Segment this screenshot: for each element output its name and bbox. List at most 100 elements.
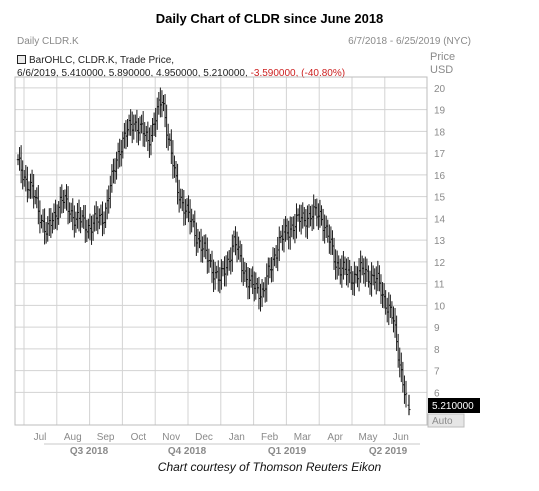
ohlc-bar xyxy=(387,292,390,326)
ohlc-bar xyxy=(156,97,159,130)
ohlc-bar xyxy=(126,118,129,147)
ohlc-bar xyxy=(262,282,265,298)
auto-button[interactable]: Auto xyxy=(427,413,465,428)
ohlc-bar xyxy=(312,194,315,230)
y-tick-label: 17 xyxy=(434,149,446,160)
ohlc-bar xyxy=(229,247,232,275)
y-tick-label: 18 xyxy=(434,127,446,138)
ohlc-bar xyxy=(334,249,337,280)
ohlc-bar xyxy=(105,189,109,220)
auto-button-bg[interactable] xyxy=(427,413,465,428)
ohlc-bar xyxy=(65,184,68,211)
legend-change: -3.590000, (-40.80%) xyxy=(250,68,346,79)
ohlc-bar xyxy=(364,256,367,287)
ohlc-bar xyxy=(368,270,372,295)
price-axis-unit: USD xyxy=(430,64,454,76)
ohlc-bar xyxy=(292,216,295,240)
ohlc-bar xyxy=(73,205,76,238)
ohlc-bar xyxy=(328,224,331,254)
ohlc-bar xyxy=(212,259,215,293)
ohlc-bar xyxy=(254,272,258,300)
ohlc-bar xyxy=(343,256,347,276)
ohlc-bar xyxy=(404,380,408,408)
ohlc-bar xyxy=(373,268,376,290)
auto-button-label[interactable]: Auto xyxy=(432,416,453,427)
ohlc-bars xyxy=(16,87,411,416)
price-axis-title: Price xyxy=(430,51,456,63)
ohlc-bar xyxy=(303,207,306,227)
ohlc-bar xyxy=(309,205,312,227)
ohlc-bar xyxy=(282,218,286,253)
ohlc-bar xyxy=(339,258,342,285)
ohlc-bar xyxy=(193,210,196,247)
ohlc-bar xyxy=(192,214,195,228)
ohlc-bar xyxy=(143,122,146,148)
ohlc-bar xyxy=(217,260,220,292)
ohlc-bar xyxy=(135,109,139,143)
chart-title: Daily Chart of CLDR since June 2018 xyxy=(155,11,384,26)
ohlc-bar xyxy=(145,125,148,142)
ohlc-bar xyxy=(160,90,164,118)
ohlc-bar xyxy=(337,255,340,276)
ohlc-bar xyxy=(68,202,71,224)
y-tick-label: 15 xyxy=(434,193,446,204)
x-axis: Jul Aug Sep Oct Nov Dec Jan Feb Mar Apr May Jun Q3 2… xyxy=(34,432,420,457)
ohlc-bar xyxy=(43,208,46,245)
ohlc-bar xyxy=(109,175,112,209)
ohlc-bar xyxy=(396,333,400,368)
ohlc-bar xyxy=(174,160,178,183)
ohlc-bar xyxy=(321,208,325,242)
x-tick-label: Feb xyxy=(261,432,279,443)
date-range: 6/7/2018 - 6/25/2019 (NYC) xyxy=(348,36,471,47)
ohlc-bar xyxy=(378,265,381,292)
ohlc-bar xyxy=(199,228,203,263)
ohlc-bar xyxy=(376,260,380,292)
ohlc-bar xyxy=(299,204,303,235)
ohlc-bar xyxy=(38,200,42,234)
ohlc-bar xyxy=(149,125,153,156)
ohlc-bar xyxy=(76,202,79,229)
ohlc-bar xyxy=(206,237,209,274)
y-tick-label: 8 xyxy=(434,345,440,356)
ohlc-bar xyxy=(234,226,237,256)
ohlc-bar xyxy=(84,205,87,243)
ohlc-bar xyxy=(132,114,135,140)
ohlc-bar xyxy=(249,268,253,288)
ohlc-bar xyxy=(210,250,214,283)
ohlc-bar xyxy=(290,216,293,238)
ohlc-bar xyxy=(281,225,284,251)
ohlc-bar xyxy=(357,258,361,292)
ohlc-bar xyxy=(170,129,173,165)
ohlc-bar xyxy=(202,234,206,258)
ohlc-bar xyxy=(48,208,51,237)
ohlc-bar xyxy=(265,263,268,302)
ohlc-bar xyxy=(235,231,239,263)
y-tick-label: 9 xyxy=(434,323,440,334)
ohlc-bar xyxy=(188,199,192,235)
ohlc-bar xyxy=(304,209,308,238)
x-tick-label: Mar xyxy=(294,432,312,443)
ohlc-bar xyxy=(29,173,32,199)
y-tick-label: 6 xyxy=(434,388,440,399)
ohlc-bar xyxy=(257,276,261,310)
ohlc-bar xyxy=(127,114,131,136)
ohlc-bar xyxy=(85,219,89,243)
plot-border xyxy=(14,76,428,426)
ohlc-bar xyxy=(159,87,162,118)
x-tick-label: Aug xyxy=(64,432,82,443)
ohlc-bar xyxy=(163,94,167,128)
ohlc-bar xyxy=(162,94,165,112)
ohlc-bar xyxy=(213,261,217,290)
y-tick-label: 16 xyxy=(434,171,446,182)
ohlc-bar xyxy=(306,205,309,239)
ohlc-bar xyxy=(82,205,85,229)
ohlc-bar xyxy=(256,277,259,294)
ohlc-bar xyxy=(19,145,23,184)
ohlc-bar xyxy=(131,111,134,144)
ohlc-bar xyxy=(116,142,120,169)
ohlc-bar xyxy=(331,230,334,255)
y-tick-label: 13 xyxy=(434,236,446,247)
ohlc-bar xyxy=(74,211,78,233)
x-tick-label: Jan xyxy=(229,432,245,443)
